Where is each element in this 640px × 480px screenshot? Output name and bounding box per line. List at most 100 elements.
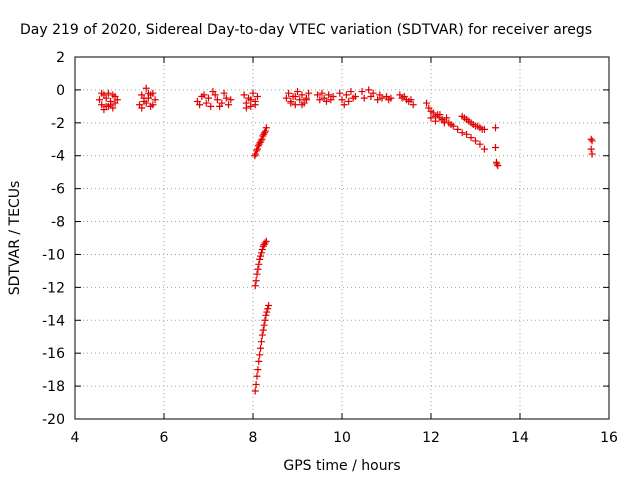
data-point	[257, 249, 265, 257]
data-point	[360, 94, 368, 102]
data-series	[492, 124, 502, 170]
x-axis-title: GPS time / hours	[283, 458, 400, 474]
data-point	[443, 114, 451, 122]
data-point	[342, 91, 350, 99]
y-tick-label: -8	[51, 215, 65, 231]
data-point	[345, 97, 353, 105]
data-point	[252, 380, 260, 388]
data-point	[264, 305, 272, 313]
data-point	[251, 152, 259, 160]
data-point	[138, 104, 146, 112]
data-series	[314, 89, 337, 105]
x-tick-label: 8	[249, 430, 258, 446]
data-point	[458, 129, 466, 137]
data-point	[587, 135, 595, 143]
data-point	[407, 96, 415, 104]
data-point	[294, 88, 301, 96]
data-series	[95, 89, 121, 114]
data-point	[259, 326, 267, 334]
x-tick-label: 16	[600, 430, 618, 446]
x-tick-label: 14	[511, 430, 529, 446]
data-point	[205, 94, 212, 102]
data-point	[467, 134, 475, 142]
data-point	[493, 160, 501, 168]
data-point	[449, 122, 457, 130]
data-point	[227, 96, 235, 104]
data-point	[247, 102, 255, 110]
data-point	[329, 92, 337, 100]
data-point	[378, 94, 386, 102]
data-point	[254, 265, 262, 273]
data-point	[305, 89, 313, 97]
data-point	[492, 124, 500, 132]
data-point	[302, 96, 310, 104]
data-series	[240, 89, 261, 112]
data-point	[257, 344, 265, 352]
y-tick-label: -14	[42, 313, 65, 329]
data-series	[193, 88, 235, 110]
data-point	[104, 102, 112, 110]
data-point	[222, 94, 230, 102]
data-point	[423, 99, 431, 107]
data-point	[340, 101, 348, 109]
data-point	[298, 91, 306, 99]
data-point	[322, 97, 330, 105]
data-point	[454, 125, 462, 133]
data-point	[588, 137, 596, 145]
axis-ticks: 4 6 8 10 12 14 16 2 0 -2 -4 -6 -8 -10 -12 -14 -16 -18 -20	[42, 50, 618, 446]
data-point	[251, 282, 259, 290]
y-tick-label: -20	[42, 412, 65, 428]
data-point	[95, 96, 103, 104]
data-point	[261, 316, 269, 324]
data-point	[249, 89, 257, 97]
data-point	[109, 91, 117, 99]
data-point	[260, 321, 268, 329]
data-point	[142, 84, 150, 92]
y-axis-title: SDTVAR / TECUs	[7, 181, 23, 296]
y-tick-label: -12	[42, 280, 65, 296]
data-point	[588, 150, 596, 158]
data-point	[253, 372, 261, 380]
data-point	[149, 101, 157, 109]
data-point	[102, 94, 110, 102]
y-tick-label: -16	[42, 346, 65, 362]
data-point	[256, 255, 264, 263]
data-point	[291, 101, 299, 109]
data-point	[494, 162, 502, 170]
data-point	[104, 89, 112, 97]
data-point	[291, 92, 299, 100]
data-point	[336, 89, 344, 97]
data-point	[476, 140, 484, 148]
data-series	[396, 91, 417, 109]
data-point	[211, 91, 219, 99]
data-point	[258, 331, 266, 339]
data-series	[454, 125, 488, 153]
data-point	[254, 366, 262, 374]
data-point	[480, 145, 488, 153]
data-point	[265, 301, 273, 309]
data-point	[587, 145, 595, 153]
data-point	[100, 106, 108, 114]
data-series	[251, 301, 273, 395]
data-point	[252, 150, 260, 158]
data-point	[314, 91, 322, 99]
data-point	[296, 96, 304, 104]
y-tick-label: 2	[56, 50, 65, 66]
data-point	[253, 92, 261, 100]
data-point	[251, 101, 259, 109]
data-point	[463, 130, 471, 138]
data-point	[427, 114, 435, 122]
data-point	[255, 260, 263, 268]
grid-lines	[75, 57, 609, 419]
data-point	[225, 101, 233, 109]
data-point	[144, 89, 152, 97]
data-point	[282, 94, 290, 102]
data-points	[95, 84, 596, 395]
data-point	[220, 89, 228, 97]
data-point	[358, 88, 366, 96]
data-point	[258, 246, 266, 254]
data-point	[253, 270, 261, 278]
data-series	[336, 88, 359, 109]
y-tick-label: -2	[51, 116, 65, 132]
x-tick-label: 4	[71, 430, 80, 446]
